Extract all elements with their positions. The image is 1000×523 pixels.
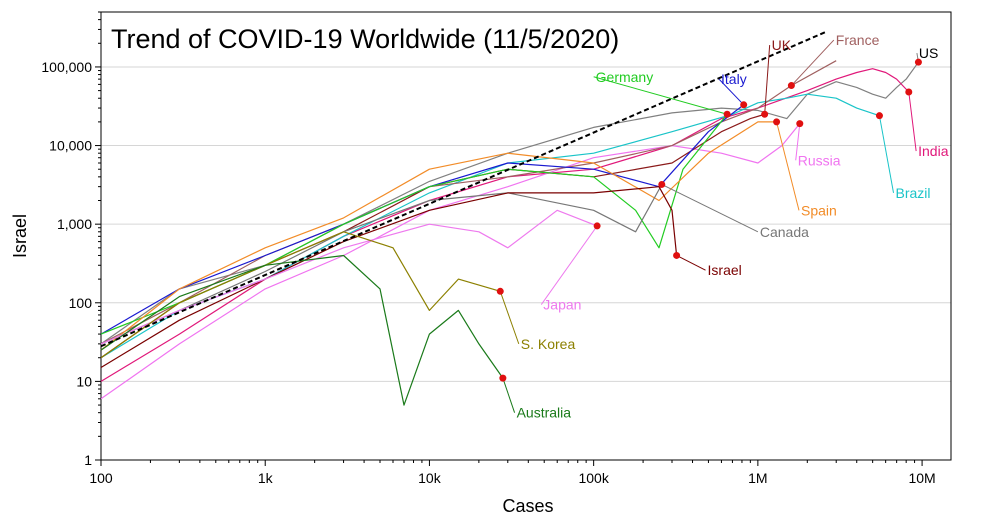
- series-label-australia: Australia: [517, 405, 572, 421]
- leader-line-brazil: [878, 115, 895, 193]
- series-label-brazil: Brazil: [896, 185, 931, 201]
- series-label-germany: Germany: [596, 69, 654, 85]
- x-axis-title: Cases: [502, 496, 553, 516]
- x-ticks: 100 1k 10k 100k 1M 10M: [89, 460, 936, 486]
- x-tick-label: 1M: [748, 470, 767, 486]
- end-marker-italy: [740, 101, 748, 109]
- end-marker-us: [914, 58, 922, 66]
- leader-line-japan: [540, 225, 598, 305]
- series-line-australia: [100, 254, 504, 406]
- series-label-uk: UK: [772, 37, 792, 53]
- x-tick-label: 100k: [578, 470, 609, 486]
- series-label-israel: Israel: [708, 262, 742, 278]
- end-marker-s-korea: [496, 287, 504, 295]
- leader-line-israel: [676, 255, 706, 271]
- series-line-spain: [100, 121, 777, 351]
- y-tick-label: 10,000: [49, 138, 92, 154]
- series-label-india: India: [918, 143, 949, 159]
- y-tick-label: 100: [69, 295, 93, 311]
- end-marker-germany: [723, 110, 731, 118]
- series-labels: US India Brazil Russia France UK Italy Germany S…: [496, 32, 949, 421]
- leader-line-uk: [764, 44, 771, 115]
- end-marker-france: [787, 82, 795, 90]
- end-marker-russia: [796, 120, 804, 128]
- y-tick-label: 1,000: [57, 216, 92, 232]
- end-marker-spain: [773, 118, 781, 126]
- end-marker-uk: [761, 110, 769, 118]
- series-label-russia: Russia: [798, 152, 841, 168]
- end-marker-brazil: [875, 112, 883, 120]
- trend-layer: [100, 30, 827, 348]
- end-marker-israel: [673, 251, 681, 259]
- series-line-canada: [100, 184, 663, 345]
- y-ticks: 1 10 100 1,000 10,000 100,000: [41, 11, 101, 468]
- y-tick-label: 1: [84, 452, 92, 468]
- series-line-france: [100, 60, 837, 345]
- series-line-russia: [100, 123, 801, 400]
- end-marker-australia: [499, 374, 507, 382]
- y-axis-title: Israel: [10, 214, 30, 258]
- leader-line-s-korea: [499, 291, 520, 345]
- chart-title: Trend of COVID-19 Worldwide (11/5/2020): [111, 24, 619, 54]
- leader-line-india: [908, 91, 917, 152]
- series-label-italy: Italy: [721, 71, 747, 87]
- y-tick-label: 10: [76, 373, 92, 389]
- series-line-israel: [100, 186, 678, 369]
- end-marker-india: [905, 88, 913, 96]
- leader-line-germany: [593, 76, 728, 115]
- grid-lines: [101, 66, 951, 382]
- x-tick-label: 1k: [258, 470, 274, 486]
- series-line-us: [100, 61, 919, 345]
- leader-line-italy: [718, 78, 745, 106]
- leader-line-australia: [502, 377, 516, 413]
- x-tick-label: 10M: [908, 470, 935, 486]
- series-label-japan: Japan: [543, 297, 581, 313]
- end-marker-japan: [593, 222, 601, 230]
- x-tick-label: 10k: [418, 470, 442, 486]
- series-label-france: France: [836, 32, 880, 48]
- leader-line-russia: [795, 123, 801, 161]
- leader-line-france: [791, 39, 835, 86]
- end-marker-canada: [658, 180, 666, 188]
- trend-line: [100, 30, 827, 348]
- series-line-brazil: [100, 93, 880, 359]
- series-label-spain: Spain: [801, 202, 837, 218]
- x-tick-label: 100: [89, 470, 113, 486]
- series-line-italy: [100, 104, 745, 335]
- series-label-canada: Canada: [760, 224, 809, 240]
- series-line-s-korea: [100, 231, 501, 359]
- leader-line-spain: [776, 121, 800, 211]
- y-tick-label: 100,000: [41, 59, 92, 75]
- leader-line-canada: [661, 184, 759, 233]
- plot-frame: [100, 11, 952, 461]
- series-label-s-korea: S. Korea: [521, 336, 576, 352]
- series-label-us: US: [919, 45, 938, 61]
